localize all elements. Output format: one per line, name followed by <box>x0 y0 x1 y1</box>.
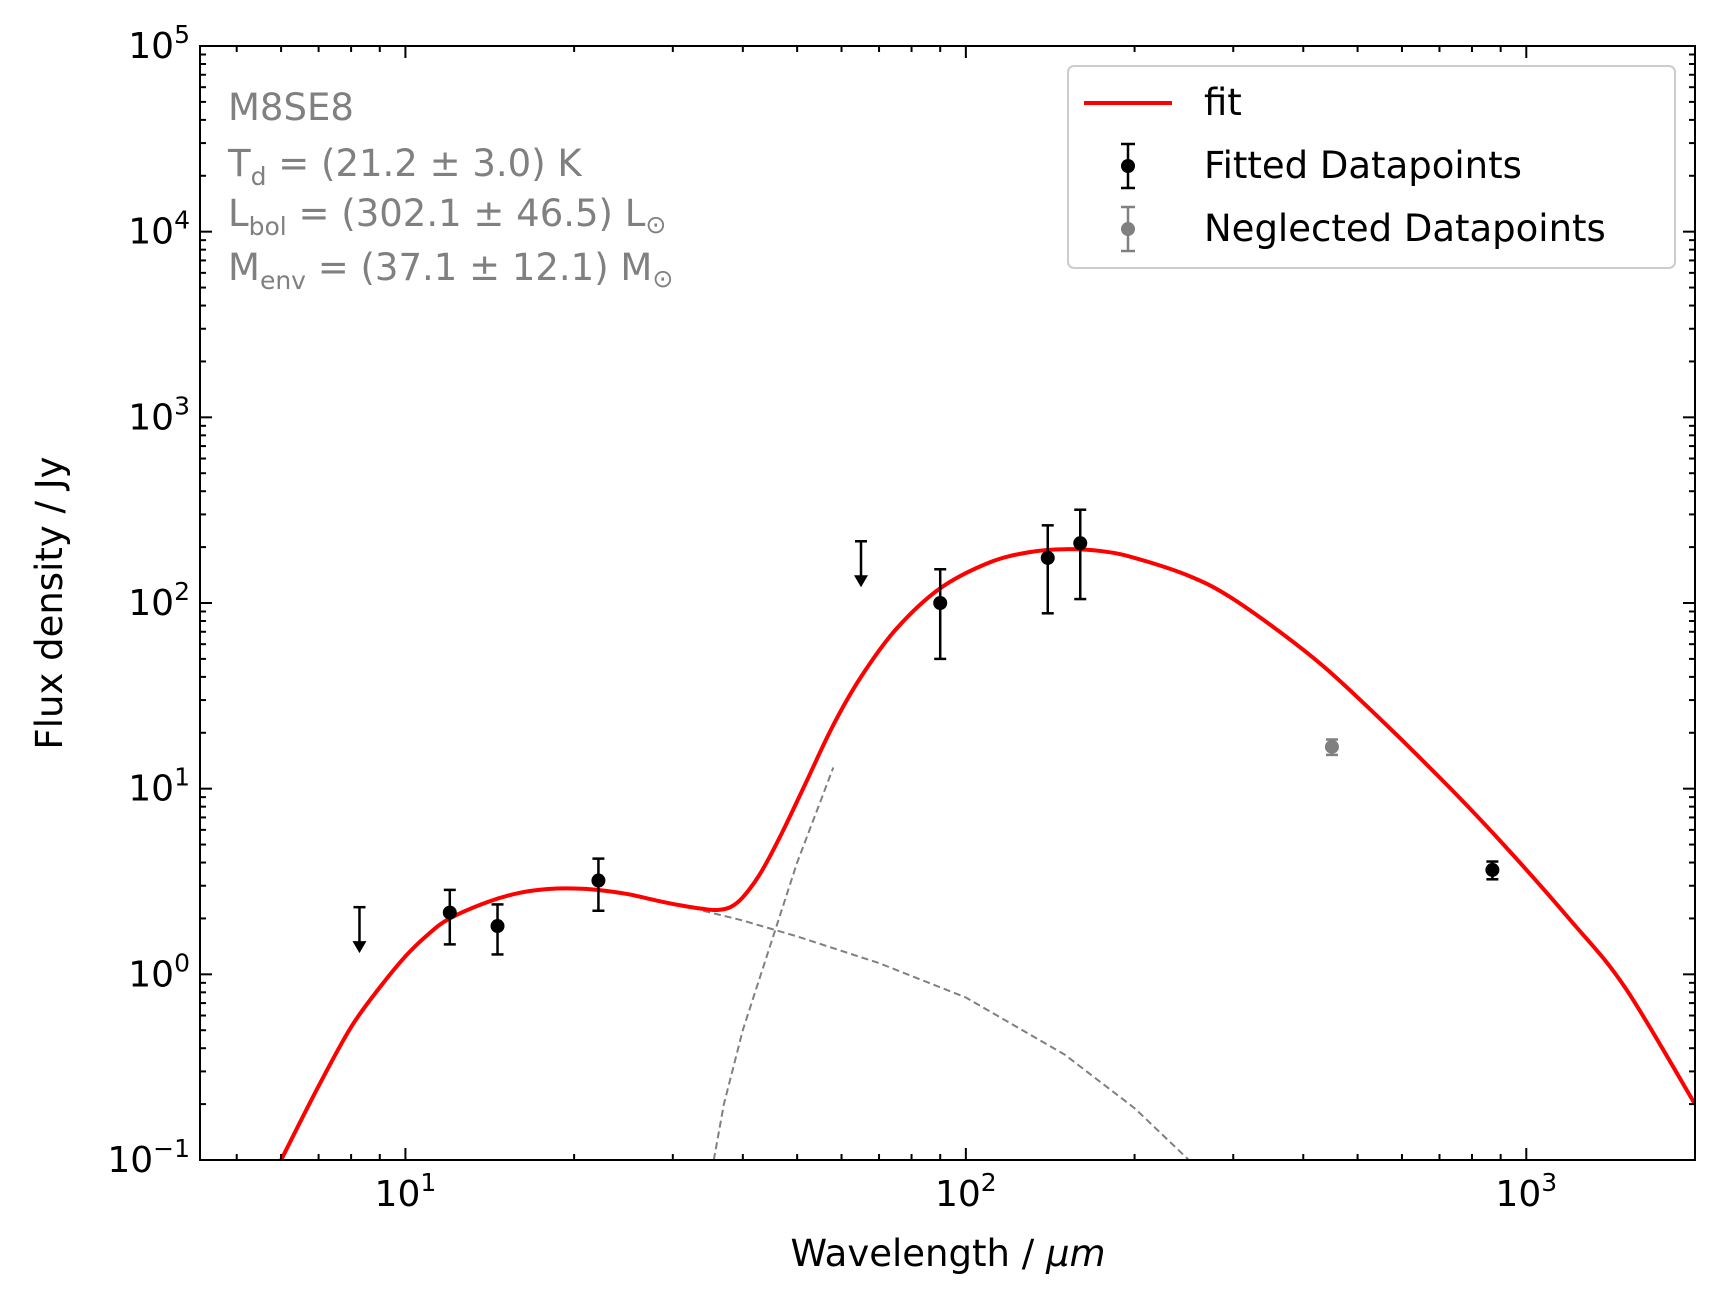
data-marker <box>1073 536 1088 551</box>
data-marker <box>1324 739 1339 754</box>
annotation-bolometric-luminosity: Lbol = (302.1 ± 46.5) L⊙ <box>228 192 666 241</box>
legend-frame <box>1067 65 1676 269</box>
fit-layer <box>279 547 1695 1160</box>
warm-component-curve <box>703 909 1190 1160</box>
fit-annotation: M8SE8 Td = (21.2 ± 3.0) K Lbol = (302.1 … <box>227 86 673 295</box>
upper-limit-arrowhead <box>854 575 869 588</box>
y-tick-label: 102 <box>128 577 190 624</box>
neglected-datapoint <box>1324 738 1339 757</box>
y-axis-label: Flux density / Jy <box>28 456 71 749</box>
x-tick-label: 101 <box>375 1168 437 1215</box>
annotation-dust-temperature: Td = (21.2 ± 3.0) K <box>227 142 583 191</box>
data-marker <box>1485 862 1500 877</box>
upper-limit-arrowhead <box>352 941 367 954</box>
legend-neglected-marker <box>1121 205 1135 253</box>
legend-neglected-label: Neglected Datapoints <box>1204 207 1606 250</box>
data-marker <box>933 596 948 610</box>
data-marker <box>490 919 505 934</box>
y-tick-label: 10−1 <box>107 1134 190 1181</box>
legend-fitted-marker <box>1121 142 1135 190</box>
fitted-datapoint <box>442 888 457 946</box>
fitted-datapoint <box>490 903 505 956</box>
plot-frame <box>199 45 1696 1161</box>
fitted-datapoint <box>1040 524 1055 615</box>
upper-limit <box>854 540 869 588</box>
y-tick-label: 104 <box>128 206 190 253</box>
legend: fit Fitted Datapoints Neglected Datapoin… <box>1067 65 1676 269</box>
upper-limit <box>352 905 367 954</box>
data-marker <box>442 905 457 920</box>
data-points <box>352 508 1500 956</box>
fit-curve <box>279 547 1695 1160</box>
legend-fit-label: fit <box>1204 81 1242 124</box>
x-axis-label: Wavelength / μm <box>790 1232 1105 1275</box>
fitted-datapoint <box>933 567 948 661</box>
axis-ticks: 101 102 103 10−1 100 101 102 103 104 105 <box>107 20 1696 1215</box>
annotation-envelope-mass: Menv = (37.1 ± 12.1) M⊙ <box>228 246 673 295</box>
cold-component-curve <box>712 767 835 1160</box>
fitted-datapoint <box>591 857 606 913</box>
y-tick-label: 103 <box>128 391 190 438</box>
y-tick-label: 101 <box>128 763 190 810</box>
data-marker <box>591 873 606 888</box>
y-tick-label: 105 <box>128 20 190 67</box>
y-tick-label: 100 <box>128 948 190 995</box>
fitted-datapoint <box>1073 508 1088 601</box>
legend-fitted-label: Fitted Datapoints <box>1204 144 1522 187</box>
x-tick-label: 103 <box>1495 1168 1557 1215</box>
data-marker <box>1040 550 1055 565</box>
fitted-datapoint <box>1485 860 1500 881</box>
x-tick-label: 102 <box>935 1168 997 1215</box>
model-components <box>703 767 1190 1160</box>
annotation-source: M8SE8 <box>228 86 354 129</box>
